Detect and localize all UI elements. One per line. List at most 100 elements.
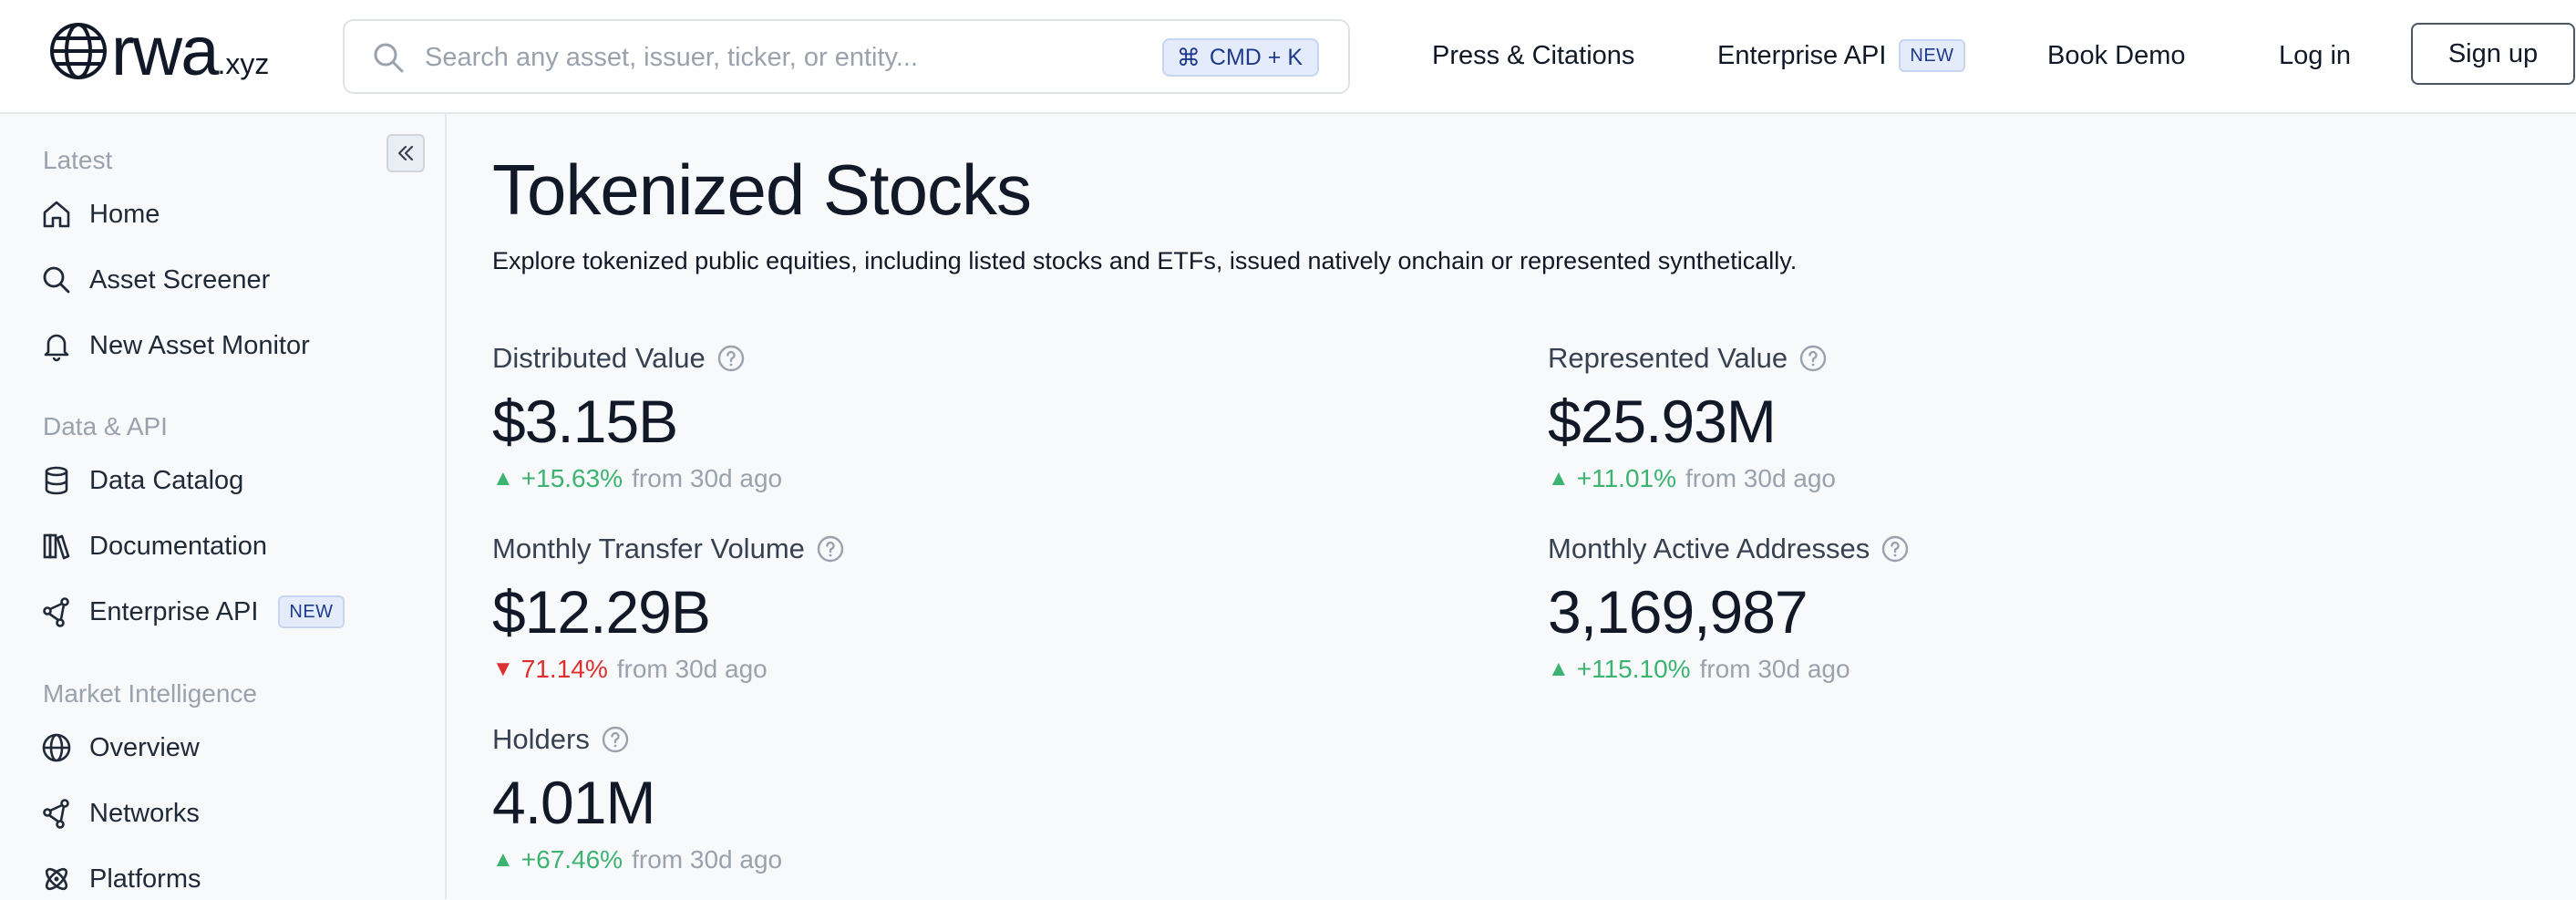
nav-press-label: Press & Citations	[1432, 40, 1635, 70]
globe-icon	[42, 733, 71, 762]
network-icon	[43, 597, 69, 627]
metric-change: ▲ +67.46% from 30d ago	[492, 845, 782, 874]
metric-change: ▲ +15.63% from 30d ago	[492, 464, 782, 493]
sidebar-item-data-catalog[interactable]: Data Catalog	[40, 460, 243, 502]
search-icon	[374, 43, 404, 73]
change-percent: +115.10%	[1576, 655, 1691, 683]
section-title-market-intelligence: Market Intelligence	[43, 679, 258, 708]
metric-monthly-transfer-volume: Monthly Transfer Volume $12.29B ▼ 71.14%…	[492, 531, 845, 684]
metric-label: Distributed Value	[492, 342, 706, 374]
sidebar-item-label: Data Catalog	[89, 465, 244, 495]
metric-label-row: Monthly Transfer Volume	[492, 531, 845, 567]
login-label: Log in	[2279, 40, 2352, 70]
up-triangle-icon: ▲	[1548, 657, 1570, 681]
help-icon[interactable]	[716, 344, 746, 373]
help-icon[interactable]	[601, 725, 630, 754]
metric-distributed-value: Distributed Value $3.15B ▲ +15.63% from …	[492, 340, 782, 493]
sidebar-item-label: Home	[89, 199, 160, 229]
sidebar-item-new-asset-monitor[interactable]: New Asset Monitor	[40, 325, 310, 367]
sidebar-item-overview[interactable]: Overview	[40, 727, 200, 769]
sidebar-item-platforms[interactable]: Platforms	[40, 858, 201, 900]
database-icon	[45, 466, 68, 495]
help-icon[interactable]	[1798, 344, 1828, 373]
metric-value: $12.29B	[492, 578, 711, 646]
double-chevron-left-icon	[397, 145, 414, 161]
metric-value: 3,169,987	[1548, 578, 1808, 646]
nav-enterprise-api[interactable]: Enterprise API NEW	[1717, 35, 1965, 77]
sidebar: Latest Home Asset Screener New Asset Mon…	[0, 114, 447, 899]
section-title-latest: Latest	[43, 146, 113, 174]
books-icon	[43, 533, 70, 560]
page-description: Explore tokenized public equities, inclu…	[492, 247, 1798, 274]
up-triangle-icon: ▲	[1548, 466, 1570, 491]
metric-label-row: Holders	[492, 721, 782, 758]
section-title-data-api: Data & API	[43, 412, 168, 440]
help-icon[interactable]	[1880, 534, 1910, 564]
sidebar-item-label: New Asset Monitor	[89, 330, 310, 360]
nav-book-demo[interactable]: Book Demo	[2047, 35, 2186, 77]
home-icon	[43, 201, 70, 228]
search-input[interactable]	[425, 37, 1172, 78]
metric-monthly-active-addresses: Monthly Active Addresses 3,169,987 ▲ +11…	[1548, 531, 1910, 684]
sidebar-item-documentation[interactable]: Documentation	[40, 525, 267, 567]
collapse-sidebar-button[interactable]	[386, 134, 425, 172]
metric-change: ▼ 71.14% from 30d ago	[492, 655, 845, 684]
sidebar-item-asset-screener[interactable]: Asset Screener	[40, 259, 270, 301]
command-key-icon: ⌘	[1176, 43, 1200, 71]
metric-holders: Holders 4.01M ▲ +67.46% from 30d ago	[492, 721, 782, 874]
metric-value: 4.01M	[492, 769, 655, 836]
metric-label: Holders	[492, 723, 590, 755]
change-period: from 30d ago	[632, 464, 783, 492]
page-title: Tokenized Stocks	[492, 150, 1032, 230]
sidebar-item-label: Documentation	[89, 531, 268, 561]
metric-label-row: Represented Value	[1548, 340, 1836, 377]
sidebar-item-label: Asset Screener	[89, 264, 271, 295]
metric-value: $25.93M	[1548, 388, 1777, 455]
nav-api-label: Enterprise API	[1717, 40, 1887, 70]
sidebar-item-label: Enterprise API	[89, 596, 259, 626]
metric-label-row: Distributed Value	[492, 340, 782, 377]
metric-label: Monthly Transfer Volume	[492, 533, 805, 564]
new-badge: NEW	[1899, 39, 1965, 72]
atom-icon	[45, 867, 68, 891]
change-period: from 30d ago	[1685, 464, 1837, 492]
up-triangle-icon: ▲	[492, 847, 514, 872]
sidebar-item-label: Platforms	[89, 864, 201, 894]
search-icon	[43, 266, 70, 294]
signup-button[interactable]: Sign up	[2411, 23, 2575, 85]
help-icon[interactable]	[816, 534, 845, 564]
bell-icon	[44, 334, 69, 362]
global-search[interactable]: ⌘ CMD + K	[343, 19, 1350, 94]
login-link[interactable]: Log in	[2279, 35, 2351, 77]
metric-label: Monthly Active Addresses	[1548, 533, 1870, 564]
change-percent: +15.63%	[520, 464, 623, 492]
sidebar-item-home[interactable]: Home	[40, 193, 160, 235]
change-percent: +67.46%	[520, 845, 623, 874]
metric-label-row: Monthly Active Addresses	[1548, 531, 1910, 567]
metric-change: ▲ +115.10% from 30d ago	[1548, 655, 1910, 684]
metric-represented-value: Represented Value $25.93M ▲ +11.01% from…	[1548, 340, 1836, 493]
top-navigation-bar: rwa .xyz ⌘ CMD + K Press & Citations Ent…	[0, 0, 2576, 114]
sidebar-item-networks[interactable]: Networks	[40, 792, 200, 834]
sidebar-item-enterprise-api[interactable]: Enterprise API NEW	[40, 591, 345, 633]
change-period: from 30d ago	[632, 845, 783, 874]
logo-wordmark: rwa	[111, 13, 219, 90]
metric-value: $3.15B	[492, 388, 678, 455]
sidebar-item-label: Networks	[89, 798, 200, 828]
nav-press-citations[interactable]: Press & Citations	[1432, 35, 1634, 77]
logo-suffix: .xyz	[217, 47, 270, 80]
globe-logo-icon	[50, 23, 107, 79]
new-badge: NEW	[278, 595, 345, 628]
down-triangle-icon: ▼	[492, 657, 514, 681]
shortcut-label: CMD + K	[1209, 44, 1303, 70]
metric-change: ▲ +11.01% from 30d ago	[1548, 464, 1836, 493]
nav-demo-label: Book Demo	[2047, 40, 2186, 70]
change-percent: 71.14%	[520, 655, 608, 683]
change-period: from 30d ago	[616, 655, 768, 683]
change-period: from 30d ago	[1699, 655, 1850, 683]
metric-label: Represented Value	[1548, 342, 1788, 374]
rwa-logo[interactable]: rwa .xyz	[49, 13, 270, 90]
keyboard-shortcut-badge[interactable]: ⌘ CMD + K	[1161, 38, 1319, 77]
main-content: Tokenized Stocks Explore tokenized publi…	[448, 114, 2576, 899]
up-triangle-icon: ▲	[492, 466, 514, 491]
